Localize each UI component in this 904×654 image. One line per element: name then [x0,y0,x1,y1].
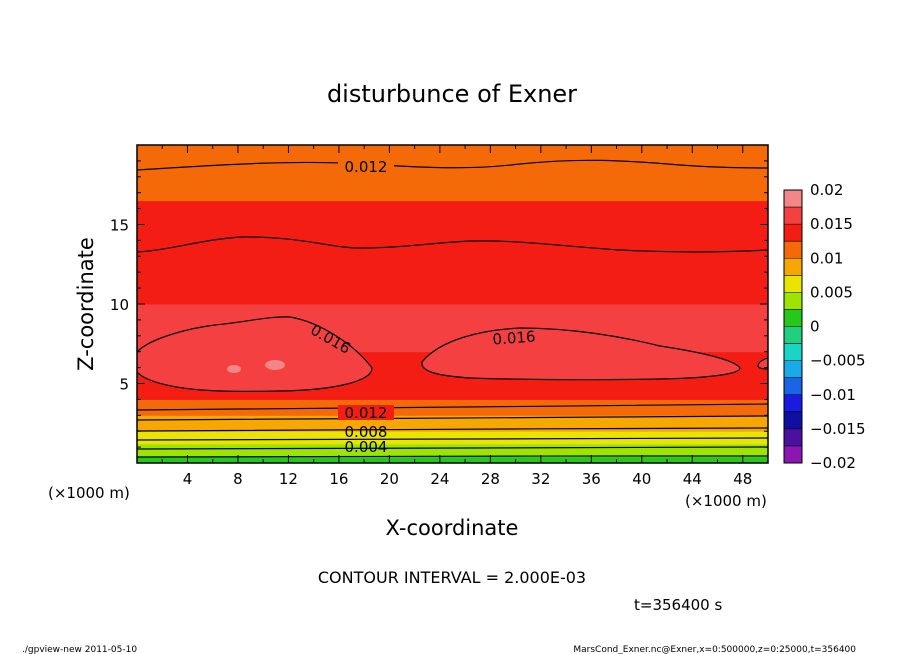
colorbar-tick-label: 0.01 [810,249,843,267]
colorbar-segment [784,360,802,379]
contour-line-lower-0012 [137,403,768,411]
contour-band [137,406,768,416]
contour-band [137,437,768,445]
colorbar-segment [784,428,802,447]
colorbar-tick-label: 0.005 [810,283,853,301]
contour-band [137,456,768,463]
contour-band [137,145,768,170]
contour-line-lower-0008 [137,427,768,432]
contour-lines [137,159,768,458]
contour-lobe-right [421,328,740,380]
contour-line-edge-0016 [757,357,768,370]
contour-lobe-edge [757,358,768,369]
contour-label-upper-0012: 0.012 [345,158,388,176]
colorbar-segment [784,241,802,259]
x-tick-label: 8 [233,470,243,488]
contour-line-lower-0004 [137,446,768,450]
contour-line-lower-0006 [137,437,768,441]
x-tick-label: 24 [430,470,449,488]
x-tick-label: 20 [380,470,399,488]
contour-label-lower-0004: 0.004 [345,438,388,456]
contour-line-right-lobe-0016 [421,327,741,381]
colorbar-segment [784,309,802,327]
contour-band [137,443,768,451]
contour-label-lower-0008: 0.008 [345,423,388,441]
y-tick-label: 15 [110,217,129,235]
colorbar-segment [784,445,802,464]
y-axis-label: Z-coordinate [74,237,98,371]
y-tick-label: 5 [119,376,129,394]
colorbar-segment [784,224,802,242]
contour-label-lower-0012: 0.012 [345,404,388,422]
contour-line-upper-0014 [137,236,768,253]
colorbar-segment [784,292,802,310]
colorbar [784,190,802,464]
colorbar-segment [784,275,802,293]
colorbar-tick-label: −0.01 [810,386,856,404]
colorbar-segment [784,207,802,225]
x-tick-label: 12 [279,470,298,488]
contour-band [137,200,768,257]
contour-band [137,422,768,432]
contour-spot [227,365,241,373]
x-unit-right: (×1000 m) [685,492,767,510]
contour-line-lower-0002 [137,455,768,458]
x-tick-label: 32 [531,470,550,488]
colorbar-tick-label: −0.02 [810,454,856,472]
x-tick-label: 48 [733,470,752,488]
y-tick-label: 10 [110,296,129,314]
colorbar-segment [784,411,802,430]
chart-title: disturbunce of Exner [327,80,577,108]
colorbar-segment [784,377,802,396]
contour-line-upper-0012 [137,159,768,171]
x-tick-label: 44 [683,470,702,488]
contour-spot [265,360,285,370]
colorbar-segment [784,190,802,208]
colorbar-segment [784,394,802,413]
contour-band [137,398,768,408]
x-axis: 4 8 12 16 20 24 28 32 36 40 44 48 [136,145,769,488]
footer-left: ./gpview-new 2011-05-10 [22,645,137,654]
x-axis-label: X-coordinate [386,516,519,540]
colorbar-segment [784,258,802,276]
x-tick-label: 40 [632,470,651,488]
contour-band [137,255,768,305]
contour-band [137,449,768,458]
colorbar-tick-label: 0.015 [810,215,853,233]
contour-band [137,414,768,424]
colorbar-tick-label: 0 [810,318,820,336]
contour-band [137,430,768,439]
colorbar-segment [784,343,802,362]
x-tick-label: 4 [183,470,193,488]
y-axis: 5 10 15 [110,144,768,464]
contour-band [137,168,768,202]
colorbar-tick-label: 0.02 [810,181,843,199]
x-tick-label: 16 [329,470,348,488]
x-tick-label: 36 [582,470,601,488]
colorbar-tick-label: −0.015 [810,420,866,438]
x-tick-label: 28 [481,470,500,488]
contour-interval: CONTOUR INTERVAL = 2.000E-03 [318,568,586,587]
time-label: t=356400 s [634,596,722,614]
colorbar-ticks: 0.02 0.015 0.01 0.005 0 −0.005 −0.01 −0.015 −0.0… [784,181,866,472]
contour-line-lower-0010 [137,415,768,421]
contour-lobe-left [137,316,372,392]
contour-fill [137,145,768,463]
contour-label-right-0016: 0.016 [492,328,536,349]
footer-right: MarsCond_Exner.nc@Exner,x=0:500000,z=0:2… [573,645,856,654]
x-unit-left: (×1000 m) [48,484,130,502]
colorbar-tick-label: −0.005 [810,352,866,370]
colorbar-segment [784,326,802,345]
contour-line-left-lobe-0016 [137,316,373,392]
